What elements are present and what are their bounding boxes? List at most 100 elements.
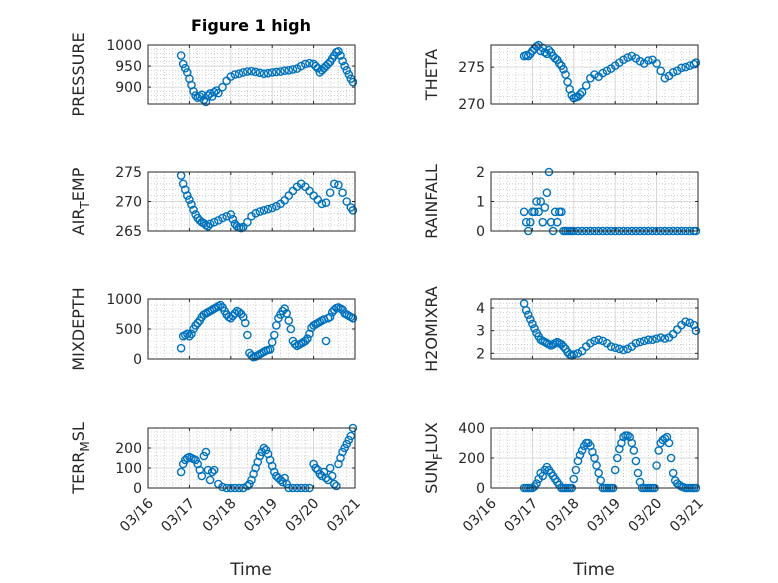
x-tick-label: 03/19 — [584, 496, 624, 536]
data-point — [635, 337, 645, 347]
data-point — [243, 481, 252, 491]
data-point — [530, 207, 539, 217]
data-point — [180, 63, 190, 73]
x-tick-label: 03/16 — [460, 495, 500, 535]
subplot-mixdepth: 0 500 1000 MIXDEPTH — [69, 287, 358, 371]
data-point — [592, 461, 601, 470]
data-point — [521, 217, 531, 227]
data-point — [228, 311, 238, 321]
data-point — [629, 446, 639, 455]
data-point — [619, 432, 628, 442]
data-point — [639, 336, 649, 346]
data-point — [191, 321, 200, 330]
data-point — [218, 482, 227, 492]
data-point — [348, 206, 358, 215]
data-point — [561, 70, 570, 79]
data-point — [251, 67, 260, 77]
data-point — [176, 51, 186, 60]
data-point — [187, 329, 196, 339]
data-point — [327, 471, 337, 481]
data-point — [631, 456, 641, 466]
axes-box — [490, 298, 699, 360]
data-point — [209, 87, 219, 97]
data-point — [664, 438, 674, 448]
x-tick-label: 03/21 — [667, 496, 707, 536]
data-point — [276, 67, 285, 76]
data-point — [623, 344, 632, 354]
data-point — [540, 203, 550, 212]
data-point — [590, 70, 599, 79]
data-point — [321, 198, 331, 207]
data-point — [263, 204, 273, 214]
data-point — [342, 65, 352, 75]
data-point — [660, 334, 670, 343]
data-point — [598, 68, 608, 78]
data-point — [559, 65, 568, 74]
data-point — [526, 315, 535, 324]
data-point — [581, 81, 591, 90]
axes-box — [147, 427, 356, 489]
data-point — [226, 313, 236, 323]
data-point — [336, 51, 345, 60]
data-point — [207, 467, 217, 477]
axes-box — [490, 44, 699, 105]
y-tick-label: 0 — [476, 481, 485, 497]
data-point — [635, 56, 645, 66]
data-point — [519, 207, 529, 217]
x-tick-label: 03/17 — [501, 496, 541, 536]
data-point — [216, 300, 225, 310]
data-point — [284, 65, 294, 75]
data-point — [272, 201, 281, 211]
x-axis-label-left: Time — [229, 560, 272, 580]
data-point — [544, 45, 554, 55]
x-tick-label: 03/17 — [158, 496, 198, 536]
data-point — [681, 62, 690, 72]
data-point — [654, 446, 663, 455]
data-point — [571, 465, 581, 475]
y-tick-label: 3 — [476, 324, 485, 340]
data-point — [255, 68, 265, 78]
data-point — [652, 59, 661, 68]
axes-box — [147, 44, 356, 105]
data-point — [317, 199, 327, 209]
data-point — [344, 70, 354, 79]
data-point — [569, 474, 579, 484]
data-point — [623, 431, 632, 440]
data-point — [550, 53, 560, 63]
subplot-sunflux: 0 200 400 03/16 03/17 03/18 03/19 03/20 03/21 SUN… — [422, 421, 707, 535]
y-axis-label: AIRTEMP — [69, 167, 92, 235]
data-point — [280, 304, 289, 313]
data-point — [528, 319, 537, 329]
data-point — [332, 481, 341, 491]
data-point — [660, 73, 670, 83]
data-point — [296, 61, 306, 71]
y-axis-label: THETA — [422, 49, 441, 101]
data-point — [677, 63, 686, 73]
data-point — [189, 87, 198, 96]
data-point — [685, 318, 695, 328]
data-point — [598, 336, 608, 346]
data-point — [183, 191, 192, 200]
y-tick-label: 1000 — [106, 38, 142, 54]
data-point — [251, 208, 260, 218]
y-tick-label: 900 — [115, 80, 142, 96]
data-point — [623, 53, 632, 62]
data-point — [218, 213, 227, 223]
data-point — [234, 307, 244, 317]
data-point — [228, 214, 238, 224]
y-tick-label: 1000 — [106, 292, 142, 308]
y-tick-label: 270 — [458, 97, 485, 113]
data-point — [555, 59, 564, 68]
data-point — [526, 217, 535, 227]
data-point — [644, 335, 653, 345]
data-point — [346, 431, 356, 441]
data-point — [342, 197, 352, 206]
data-point — [301, 59, 310, 69]
y-tick-label: 500 — [115, 322, 142, 338]
data-point — [666, 453, 676, 463]
y-tick-label: 4 — [476, 301, 485, 317]
data-point — [234, 69, 244, 78]
data-point — [329, 305, 339, 315]
data-point — [226, 72, 236, 81]
subplot-terrmsl: 0 100 200 03/16 03/17 03/18 03/19 03/20 03/21 TER… — [69, 422, 364, 535]
